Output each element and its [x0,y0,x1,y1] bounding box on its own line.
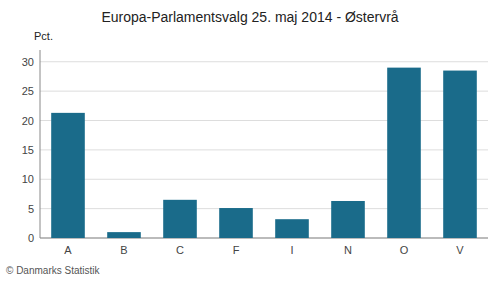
bar [387,68,421,238]
bar [51,113,85,238]
y-tick-label: 5 [28,203,34,215]
bar [331,201,365,238]
bar [163,200,197,238]
x-tick-label: B [120,244,127,256]
bar [443,71,477,238]
y-tick-label: 0 [28,232,34,244]
y-tick-label: 10 [22,173,34,185]
x-tick-label: C [176,244,184,256]
y-tick-label: 15 [22,144,34,156]
footer: © Danmarks Statistik [6,265,101,276]
x-tick-label: V [456,244,464,256]
bar [275,219,309,238]
chart: Europa-Parlamentsvalg 25. maj 2014 - Øst… [0,0,500,282]
grid [40,62,488,238]
bars [51,68,477,238]
x-tick-label: I [290,244,293,256]
x-tick-label: O [400,244,409,256]
y-tick-label: 20 [22,115,34,127]
title: Europa-Parlamentsvalg 25. maj 2014 - Øst… [101,9,398,25]
x-tick-label: F [233,244,240,256]
bar [219,208,253,238]
y-axis-line [40,50,41,238]
x-tick-label: A [64,244,72,256]
grid-line [40,61,488,62]
bar [107,232,141,238]
x-tick-label: N [344,244,352,256]
chart-container: Europa-Parlamentsvalg 25. maj 2014 - Øst… [0,0,500,282]
y-tick-label: 30 [22,56,34,68]
y-axis-label: Pct. [34,30,53,42]
y-tick-label: 25 [22,85,34,97]
